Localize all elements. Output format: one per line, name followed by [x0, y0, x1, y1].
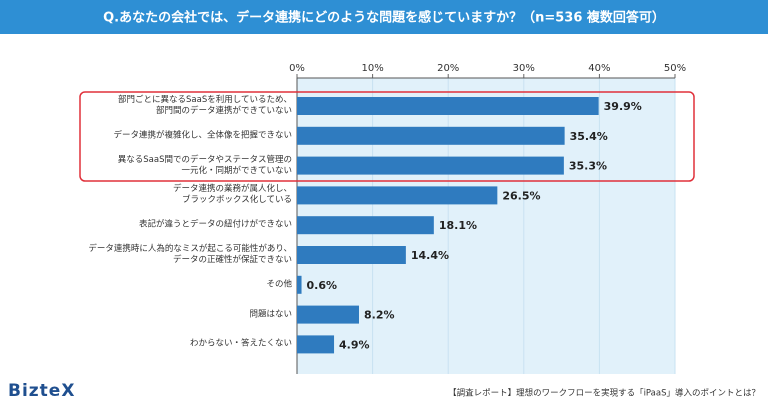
footer: 【調査レポート】理想のワークフローを実現する「iPaaS」導入のポイントとは？ [448, 388, 760, 399]
x-tick-label: 10% [361, 63, 383, 74]
category-label: わからない・答えたくない [189, 338, 292, 349]
value-label: 35.4% [570, 130, 608, 143]
value-label: 26.5% [502, 189, 540, 202]
bar [297, 216, 434, 235]
x-tick-label: 50% [664, 63, 686, 74]
category-label: 表記が違うとデータの紐付けができない [138, 219, 292, 230]
value-label: 18.1% [439, 219, 477, 232]
value-label: 14.4% [411, 249, 449, 262]
logo: BizteX [8, 381, 75, 401]
value-label: 35.3% [569, 160, 607, 173]
category-label: 問題はない [249, 309, 292, 320]
bar [297, 186, 498, 205]
bar [297, 156, 564, 175]
value-label: 0.6% [307, 279, 338, 292]
bar [297, 335, 335, 354]
bar [297, 305, 359, 324]
category-label: 部門ごとに異なるSaaSを利用しているため、 部門間のデータ連携ができていない [118, 95, 292, 116]
value-label: 8.2% [364, 309, 395, 322]
x-tick-label: 20% [437, 63, 459, 74]
title-bar [0, 0, 768, 34]
value-label: 4.9% [339, 338, 370, 351]
x-tick-label: 40% [588, 63, 610, 74]
bar [297, 97, 599, 115]
category-label: その他 [266, 279, 292, 290]
value-label: 39.9% [604, 100, 642, 113]
x-tick-label: 0% [289, 63, 305, 74]
category-label: データ連携が複雑化し、全体像を把握できない [113, 130, 292, 141]
category-label: データ連携時に人為的なミスが起こる可能性があり、 データの正確性が保証できない [88, 244, 292, 265]
bar [297, 246, 406, 264]
highlight-box [79, 91, 695, 182]
category-label: 異なるSaaS間でのデータやステータス管理の 一元化・同期ができていない [117, 154, 292, 176]
bar [297, 275, 302, 294]
x-tick-label: 30% [513, 63, 535, 74]
bar [297, 126, 565, 145]
category-label: データ連携の業務が属人化し、 ブラックボックス化している [172, 184, 292, 206]
chart-title: Q.あなたの会社では、データ連携にどのような問題を感じていますか？（n=536 … [103, 10, 665, 26]
